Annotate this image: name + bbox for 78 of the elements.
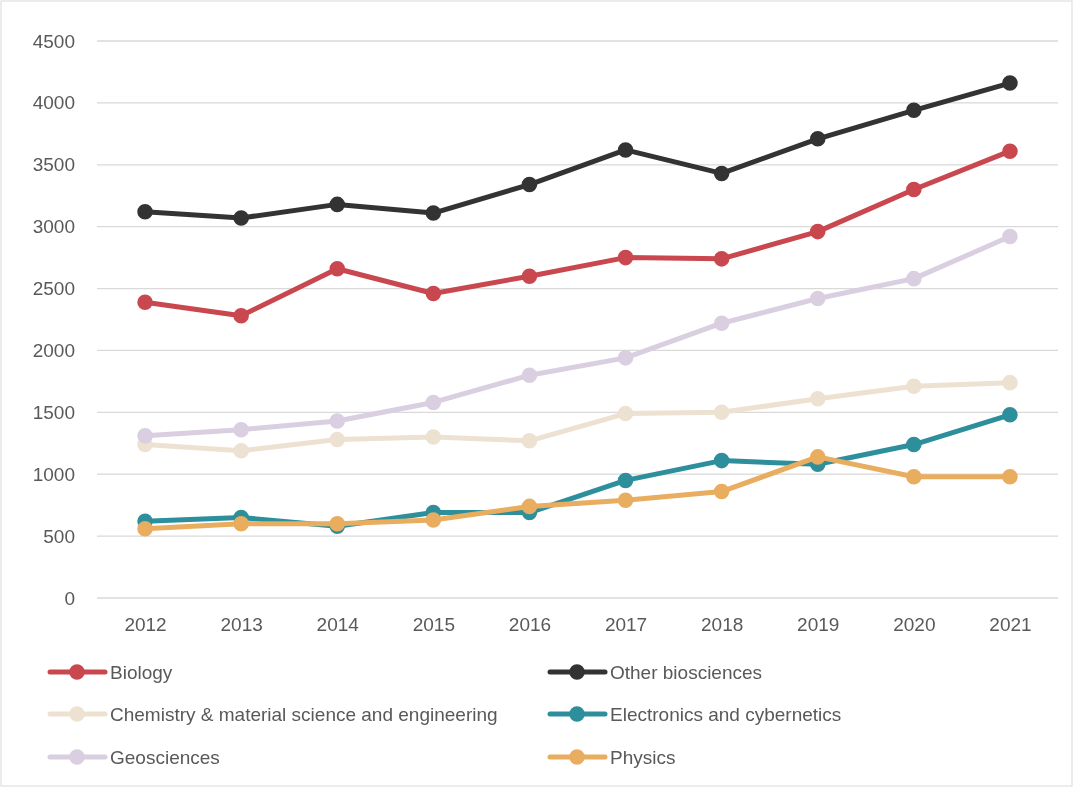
point (521, 433, 538, 449)
y-tick-label: 3500 (32, 154, 75, 176)
point (233, 421, 249, 438)
point (713, 251, 730, 267)
y-tick-label: 4500 (32, 30, 75, 52)
point (233, 515, 249, 532)
x-tick-label: 2016 (508, 614, 552, 636)
point (617, 350, 634, 366)
x-tick-label: 2014 (316, 614, 360, 636)
point (617, 249, 634, 266)
point (617, 472, 634, 489)
y-tick-label: 4000 (32, 92, 75, 114)
y-tick-label: 1000 (32, 463, 75, 485)
point (425, 512, 442, 528)
legend-label: Geosciences (110, 746, 220, 768)
legend-label: Biology (110, 661, 173, 683)
point (617, 492, 634, 508)
point (809, 131, 826, 147)
point (809, 449, 826, 465)
point (425, 205, 442, 221)
x-tick-label: 2015 (412, 614, 455, 636)
point (1002, 374, 1018, 391)
y-tick-label: 1500 (32, 401, 75, 423)
point (1002, 228, 1018, 245)
x-tick-label: 2019 (797, 614, 840, 636)
point (425, 429, 442, 445)
point (329, 431, 346, 448)
y-tick-label: 2500 (32, 278, 75, 300)
x-tick-label: 2018 (701, 614, 744, 636)
point (521, 498, 538, 515)
legend-label: Electronics and cybernetics (610, 703, 842, 725)
point (1002, 75, 1018, 91)
point (425, 285, 442, 302)
legend-label: Chemistry & material science and engineering (110, 703, 498, 725)
point (329, 260, 346, 277)
point (137, 428, 153, 444)
point (233, 210, 249, 226)
legend-label: Other biosciences (610, 661, 763, 683)
y-tick-label: 3000 (32, 216, 75, 238)
x-tick-label: 2021 (989, 614, 1032, 636)
x-tick-label: 2017 (604, 614, 648, 636)
point (906, 270, 922, 287)
y-tick-label: 0 (64, 587, 75, 609)
point (713, 315, 730, 331)
point (906, 468, 922, 485)
point (137, 204, 153, 220)
point (906, 378, 922, 395)
point (809, 223, 826, 240)
y-tick-label: 500 (43, 525, 75, 547)
point (713, 483, 730, 500)
point (617, 142, 634, 158)
point (233, 308, 249, 324)
point (1002, 143, 1018, 159)
point (425, 394, 442, 411)
point (1002, 407, 1018, 423)
point (521, 367, 538, 383)
point (521, 176, 538, 193)
point (233, 442, 249, 459)
legend-label: Physics (610, 746, 676, 768)
point (906, 181, 922, 198)
x-tick-label: 2013 (220, 614, 263, 636)
point (809, 390, 826, 407)
x-tick-label: 2012 (124, 614, 167, 636)
x-tick-label: 2020 (893, 614, 936, 636)
point (617, 405, 634, 422)
point (713, 165, 730, 182)
point (521, 268, 538, 284)
point (809, 290, 826, 307)
point (906, 102, 922, 119)
point (1002, 468, 1018, 485)
point (137, 520, 153, 537)
point (329, 196, 346, 213)
y-tick-label: 2000 (32, 340, 75, 362)
point (713, 452, 730, 469)
point (329, 413, 346, 429)
point (906, 436, 922, 453)
point (137, 294, 153, 310)
point (713, 404, 730, 421)
